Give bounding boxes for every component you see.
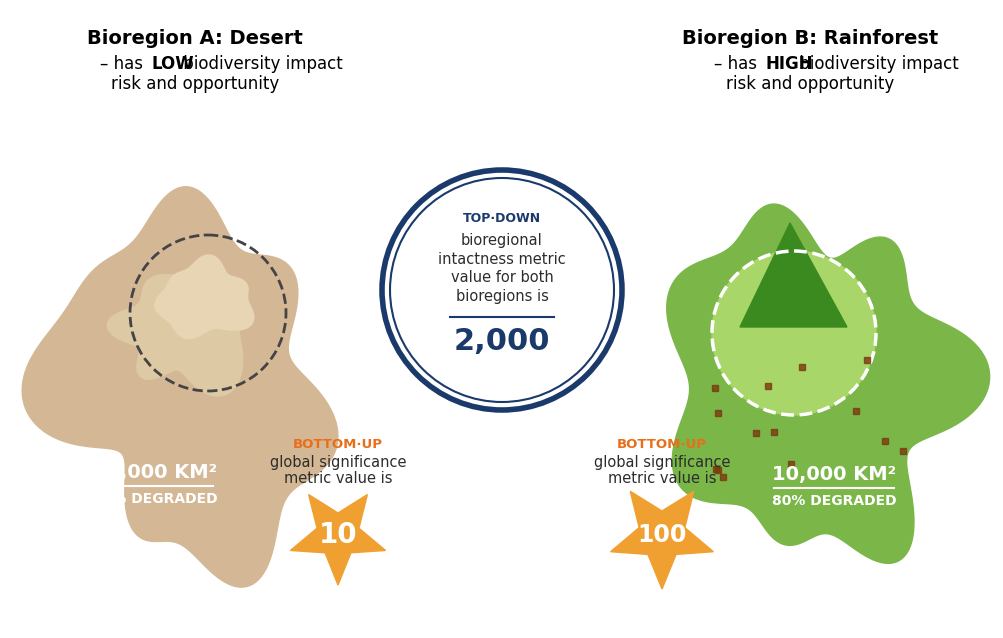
Text: Bioregion A: Desert: Bioregion A: Desert — [87, 29, 303, 47]
Text: bioregions is: bioregions is — [455, 290, 548, 304]
Text: 80% DEGRADED: 80% DEGRADED — [92, 492, 217, 506]
Text: risk and opportunity: risk and opportunity — [725, 75, 894, 93]
Polygon shape — [154, 255, 254, 339]
Text: – has: – has — [713, 55, 761, 73]
Text: Bioregion B: Rainforest: Bioregion B: Rainforest — [681, 29, 937, 47]
Text: global significance: global significance — [270, 456, 406, 470]
Text: bioregional: bioregional — [460, 232, 543, 248]
Text: HIGH: HIGH — [765, 55, 812, 73]
Text: – has: – has — [99, 55, 147, 73]
Text: biodiversity impact: biodiversity impact — [178, 55, 342, 73]
Text: BOTTOM·UP: BOTTOM·UP — [293, 438, 382, 452]
Text: BOTTOM·UP: BOTTOM·UP — [617, 438, 706, 452]
Text: metric value is: metric value is — [607, 471, 715, 487]
Circle shape — [711, 251, 876, 415]
Text: TOP·DOWN: TOP·DOWN — [462, 212, 541, 225]
Text: value for both: value for both — [450, 271, 553, 285]
Text: 100: 100 — [637, 523, 686, 547]
Text: global significance: global significance — [593, 456, 729, 470]
Circle shape — [381, 170, 622, 410]
Polygon shape — [739, 223, 847, 327]
Polygon shape — [290, 494, 385, 585]
Polygon shape — [610, 491, 713, 589]
Text: 2,000: 2,000 — [453, 327, 550, 357]
Text: LOW: LOW — [151, 55, 195, 73]
Text: 10: 10 — [318, 521, 357, 549]
Text: biodiversity impact: biodiversity impact — [792, 55, 958, 73]
Polygon shape — [22, 187, 338, 587]
Text: intactness metric: intactness metric — [437, 251, 566, 267]
Text: risk and opportunity: risk and opportunity — [110, 75, 279, 93]
Text: 10,000 KM²: 10,000 KM² — [93, 463, 217, 482]
Polygon shape — [107, 270, 243, 396]
Polygon shape — [666, 204, 989, 563]
Text: 10,000 KM²: 10,000 KM² — [771, 466, 895, 484]
Text: metric value is: metric value is — [284, 471, 392, 487]
Text: 80% DEGRADED: 80% DEGRADED — [771, 494, 896, 508]
